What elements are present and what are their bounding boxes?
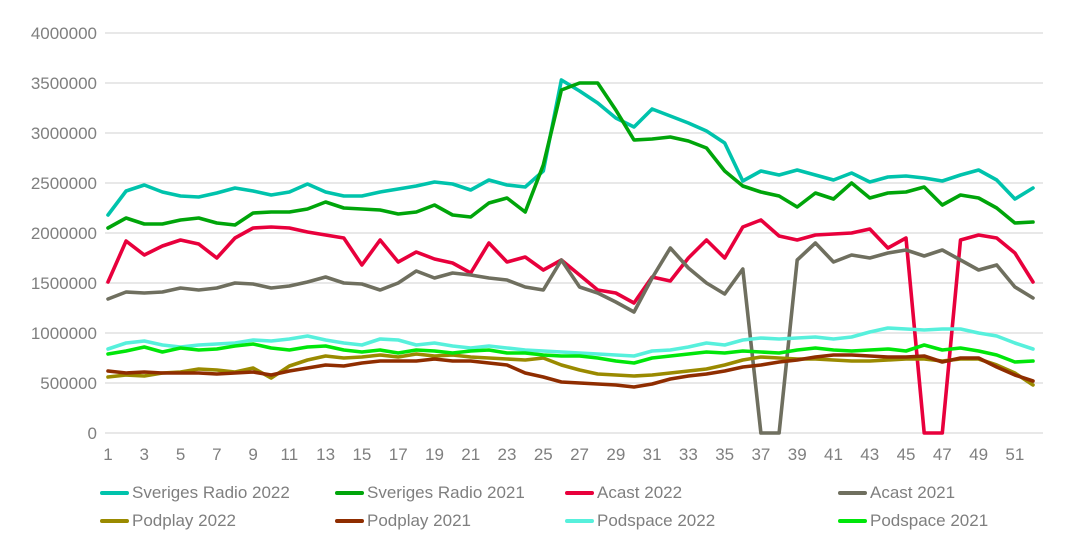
legend-swatch xyxy=(838,519,867,523)
x-axis-tick-label: 3 xyxy=(140,445,149,464)
legend-item-podplay-2021: Podplay 2021 xyxy=(335,510,471,532)
x-axis-tick-label: 31 xyxy=(643,445,662,464)
x-axis-tick-label: 7 xyxy=(212,445,221,464)
y-axis-tick-label: 1500000 xyxy=(31,274,97,293)
series-line-acast-2021 xyxy=(106,241,1035,435)
y-axis-tick-label: 0 xyxy=(88,424,97,443)
legend-label: Acast 2022 xyxy=(597,483,683,502)
legend-item-sveriges-radio-2022: Sveriges Radio 2022 xyxy=(100,482,290,504)
y-axis-tick-label: 3500000 xyxy=(31,74,97,93)
legend-swatch xyxy=(335,519,364,523)
x-axis-tick-label: 35 xyxy=(715,445,734,464)
legend-item-sveriges-radio-2021: Sveriges Radio 2021 xyxy=(335,482,525,504)
x-axis-tick-label: 23 xyxy=(498,445,517,464)
x-axis-tick-label: 33 xyxy=(679,445,698,464)
x-axis-tick-label: 45 xyxy=(897,445,916,464)
series-line-sveriges-radio-2021 xyxy=(106,81,1035,230)
series-line-acast-2022 xyxy=(106,218,1035,435)
legend-label: Podplay 2022 xyxy=(132,511,236,530)
x-axis-tick-label: 25 xyxy=(534,445,553,464)
legend-item-acast-2021: Acast 2021 xyxy=(838,482,955,504)
x-axis-tick-label: 21 xyxy=(461,445,480,464)
legend-item-podplay-2022: Podplay 2022 xyxy=(100,510,236,532)
y-axis-tick-label: 500000 xyxy=(40,374,97,393)
series-line-podspace-2021 xyxy=(106,342,1035,365)
y-axis-tick-label: 2500000 xyxy=(31,174,97,193)
y-axis-tick-label: 4000000 xyxy=(31,24,97,43)
y-axis-tick-label: 1000000 xyxy=(31,324,97,343)
legend-label: Podplay 2021 xyxy=(367,511,471,530)
y-axis-tick-label: 3000000 xyxy=(31,124,97,143)
legend-label: Acast 2021 xyxy=(870,483,956,502)
legend-item-acast-2022: Acast 2022 xyxy=(565,482,682,504)
legend-swatch xyxy=(565,491,594,495)
x-axis-tick-label: 47 xyxy=(933,445,952,464)
x-axis-tick-label: 49 xyxy=(969,445,988,464)
legend-item-podspace-2021: Podspace 2021 xyxy=(838,510,988,532)
x-axis-tick-label: 1 xyxy=(103,445,112,464)
x-axis-tick-label: 5 xyxy=(176,445,185,464)
x-axis-tick-label: 11 xyxy=(281,445,299,464)
x-axis-tick-label: 13 xyxy=(316,445,335,464)
legend-swatch xyxy=(100,519,129,523)
x-axis-tick-label: 27 xyxy=(570,445,589,464)
legend-label: Sveriges Radio 2021 xyxy=(367,483,525,502)
y-axis-tick-label: 2000000 xyxy=(31,224,97,243)
legend-swatch xyxy=(335,491,364,495)
x-axis-tick-label: 9 xyxy=(248,445,257,464)
legend-swatch xyxy=(838,491,867,495)
legend-swatch xyxy=(565,519,594,523)
legend-swatch xyxy=(100,491,129,495)
legend-label: Podspace 2021 xyxy=(870,511,989,530)
legend-item-podspace-2022: Podspace 2022 xyxy=(565,510,715,532)
legend-label: Sveriges Radio 2022 xyxy=(132,483,290,502)
x-axis-tick-label: 17 xyxy=(389,445,408,464)
plot-area: 0 500000 1000000 1500000 2000000 2500000 30000… xyxy=(31,24,1043,464)
x-axis-tick-label: 19 xyxy=(425,445,444,464)
x-axis-tick-label: 43 xyxy=(860,445,879,464)
x-axis-tick-label: 15 xyxy=(352,445,371,464)
series-line-sveriges-radio-2022 xyxy=(106,78,1035,217)
x-axis-tick-label: 39 xyxy=(788,445,807,464)
x-axis-tick-label: 41 xyxy=(824,445,843,464)
x-axis-tick-label: 51 xyxy=(1005,445,1024,464)
legend-label: Podspace 2022 xyxy=(597,511,716,530)
series-line-podspace-2022 xyxy=(106,326,1035,358)
series-line-podplay-2021 xyxy=(106,353,1035,389)
x-axis-tick-label: 29 xyxy=(606,445,625,464)
x-axis-tick-label: 37 xyxy=(751,445,770,464)
